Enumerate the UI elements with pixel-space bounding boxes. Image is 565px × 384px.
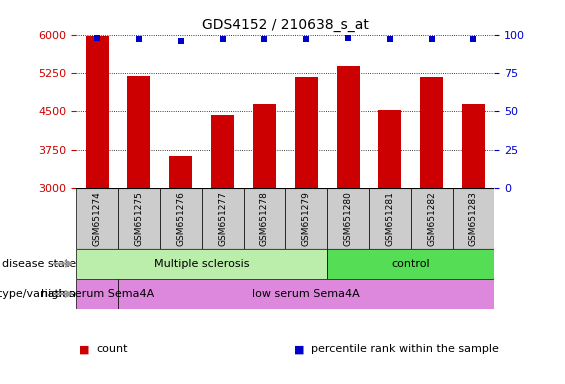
Bar xyxy=(285,188,327,248)
Bar xyxy=(86,36,108,188)
Text: percentile rank within the sample: percentile rank within the sample xyxy=(311,344,499,354)
Point xyxy=(218,36,227,42)
Bar xyxy=(253,104,276,188)
Bar xyxy=(160,188,202,248)
Point xyxy=(134,36,144,42)
Text: GSM651281: GSM651281 xyxy=(385,191,394,246)
Point xyxy=(385,36,394,42)
Point xyxy=(344,35,353,41)
Bar xyxy=(453,188,494,248)
Title: GDS4152 / 210638_s_at: GDS4152 / 210638_s_at xyxy=(202,18,369,32)
Text: GSM651275: GSM651275 xyxy=(134,191,144,246)
Text: genotype/variation: genotype/variation xyxy=(0,289,76,299)
Text: Multiple sclerosis: Multiple sclerosis xyxy=(154,259,250,269)
Bar xyxy=(118,188,160,248)
Bar xyxy=(420,77,443,188)
Text: low serum Sema4A: low serum Sema4A xyxy=(253,289,360,299)
Bar xyxy=(76,188,118,248)
Bar xyxy=(462,104,485,188)
Bar xyxy=(327,188,369,248)
Point xyxy=(260,36,269,42)
Text: ■: ■ xyxy=(79,344,90,354)
Bar xyxy=(76,279,118,309)
Bar xyxy=(202,188,244,248)
Text: ■: ■ xyxy=(294,344,305,354)
Bar xyxy=(369,188,411,248)
Text: GSM651282: GSM651282 xyxy=(427,191,436,246)
Text: GSM651279: GSM651279 xyxy=(302,191,311,246)
Bar xyxy=(295,77,318,188)
Bar xyxy=(128,76,150,188)
Bar xyxy=(379,110,401,188)
Bar xyxy=(337,66,359,188)
Text: control: control xyxy=(392,259,430,269)
Text: GSM651276: GSM651276 xyxy=(176,191,185,246)
Text: GSM651283: GSM651283 xyxy=(469,191,478,246)
Bar xyxy=(211,115,234,188)
Text: GSM651280: GSM651280 xyxy=(344,191,353,246)
Bar xyxy=(411,188,453,248)
Text: disease state: disease state xyxy=(2,259,76,269)
Text: GSM651277: GSM651277 xyxy=(218,191,227,246)
Text: GSM651274: GSM651274 xyxy=(93,191,102,246)
Point xyxy=(427,36,436,42)
Point xyxy=(93,35,102,41)
Text: count: count xyxy=(96,344,128,354)
Bar xyxy=(244,188,285,248)
Text: high serum Sema4A: high serum Sema4A xyxy=(41,289,154,299)
Bar xyxy=(170,156,192,188)
Point xyxy=(176,38,185,44)
Point xyxy=(469,36,478,42)
Text: GSM651278: GSM651278 xyxy=(260,191,269,246)
Point xyxy=(302,36,311,42)
Bar xyxy=(327,248,494,279)
Bar xyxy=(76,248,327,279)
